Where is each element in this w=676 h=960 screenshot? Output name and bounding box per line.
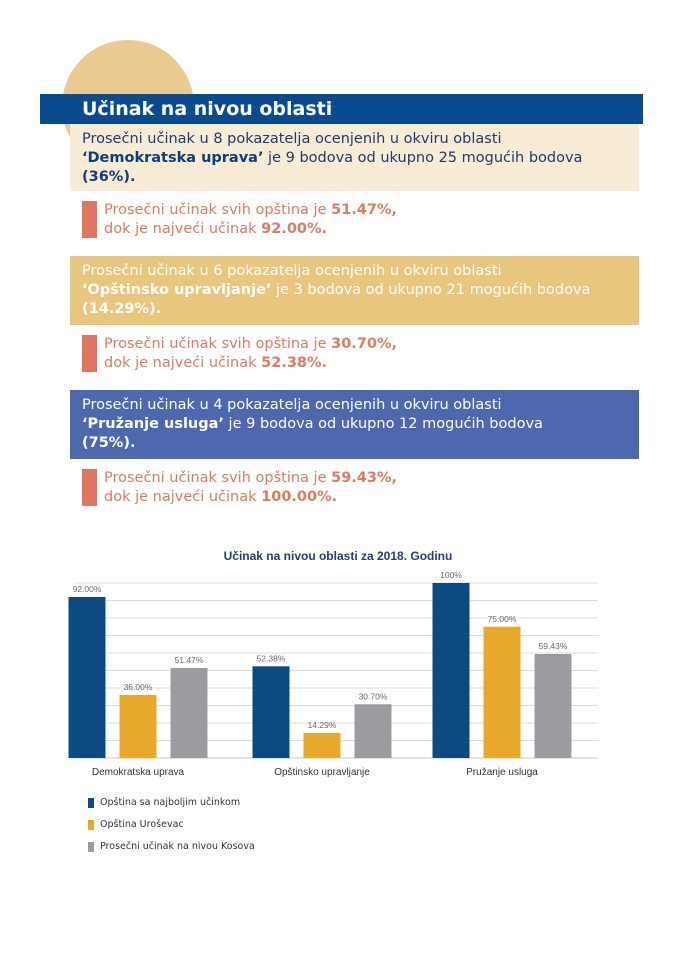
data-label: 100% — [440, 570, 462, 580]
legend-item: Opština sa najboljim učinkom — [88, 796, 255, 818]
section-line1: Prosečni učinak u 6 pokazatelja ocenjeni… — [82, 263, 502, 279]
category-label: Opštinsko upravljanje — [274, 767, 370, 778]
stat-average-label: Prosečni učinak svih opština je — [104, 470, 332, 486]
section-percent: (75%). — [82, 435, 136, 451]
bar — [119, 695, 157, 758]
category-label: Demokratska uprava — [92, 767, 185, 778]
stat-max-label: dok je najveći učinak — [104, 221, 262, 237]
bar — [483, 626, 521, 758]
legend-label: Prosečni učinak na nivou Kosova — [100, 841, 255, 852]
stat-average-value: 30.70%, — [331, 336, 398, 352]
section-percent: (36%). — [82, 169, 136, 185]
legend-swatch — [88, 820, 94, 830]
bar — [170, 667, 208, 758]
bar-chart: Učinak na nivou oblasti za 2018. Godinu … — [68, 549, 598, 778]
legend-item: Prosečni učinak na nivou Kosova — [88, 840, 255, 862]
page-title: Učinak na nivou oblasti — [82, 98, 333, 120]
data-label: 30.70% — [359, 691, 388, 701]
section-line2: je 9 bodova od ukupno 12 mogućih bodova — [223, 416, 543, 432]
bar — [432, 583, 470, 758]
category-label: Pružanje usluga — [466, 767, 538, 778]
data-label: 75.00% — [488, 614, 517, 624]
legend-swatch — [88, 842, 94, 852]
stat-block-demokratska-uprava: Prosečni učinak svih opština je 51.47%, … — [82, 201, 397, 239]
section-area-name: ‘Demokratska uprava’ — [82, 150, 264, 166]
stat-max-label: dok je najveći učinak — [104, 489, 262, 505]
stat-max-value: 92.00%. — [261, 221, 328, 237]
legend-label: Opština Uroševac — [100, 819, 184, 830]
section-box-opstinsko-upravljanje: Prosečni učinak u 6 pokazatelja ocenjeni… — [70, 256, 639, 325]
stat-average-value: 51.47%, — [331, 202, 398, 218]
section-line1: Prosečni učinak u 4 pokazatelja ocenjeni… — [82, 397, 502, 413]
data-label: 92.00% — [73, 584, 102, 594]
section-line2: je 9 bodova od ukupno 25 mogućih bodova — [263, 150, 583, 166]
bar — [303, 732, 341, 758]
section-box-pruzanje-usluga: Prosečni učinak u 4 pokazatelja ocenjeni… — [70, 390, 639, 459]
data-label: 51.47% — [175, 655, 204, 665]
stat-max-label: dok je najveći učinak — [104, 355, 262, 371]
section-percent: (14.29%). — [82, 301, 162, 317]
data-label: 14.29% — [308, 720, 337, 730]
bar — [252, 666, 290, 758]
title-bar — [40, 94, 643, 124]
legend-swatch — [88, 798, 94, 808]
chart-legend: Opština sa najboljim učinkom Opština Uroš… — [88, 796, 255, 862]
stat-average-label: Prosečni učinak svih opština je — [104, 202, 332, 218]
chart-title: Učinak na nivou oblasti za 2018. Godinu — [224, 549, 453, 563]
bar — [534, 653, 572, 758]
data-label: 52.38% — [257, 653, 286, 663]
section-area-name: ‘Opštinsko upravljanje’ — [82, 282, 272, 298]
bar — [68, 597, 106, 758]
data-label: 36.00% — [124, 682, 153, 692]
section-line1: Prosečni učinak u 8 pokazatelja ocenjeni… — [82, 131, 502, 147]
stat-block-pruzanje-usluga: Prosečni učinak svih opština je 59.43%, … — [82, 469, 397, 507]
stat-max-value: 100.00%. — [261, 489, 338, 505]
legend-label: Opština sa najboljim učinkom — [100, 797, 241, 808]
legend-item: Opština Uroševac — [88, 818, 255, 840]
section-box-demokratska-uprava: Prosečni učinak u 8 pokazatelja ocenjeni… — [70, 124, 639, 191]
stat-max-value: 52.38%. — [261, 355, 328, 371]
stat-block-opstinsko-upravljanje: Prosečni učinak svih opština je 30.70%, … — [82, 335, 397, 373]
stat-average-label: Prosečni učinak svih opština je — [104, 336, 332, 352]
bar — [354, 704, 392, 758]
stat-average-value: 59.43%, — [331, 470, 398, 486]
section-area-name: ‘Pružanje usluga’ — [82, 416, 224, 432]
data-label: 59.43% — [539, 641, 568, 651]
section-line2: je 3 bodova od ukupno 21 mogućih bodova — [271, 282, 591, 298]
